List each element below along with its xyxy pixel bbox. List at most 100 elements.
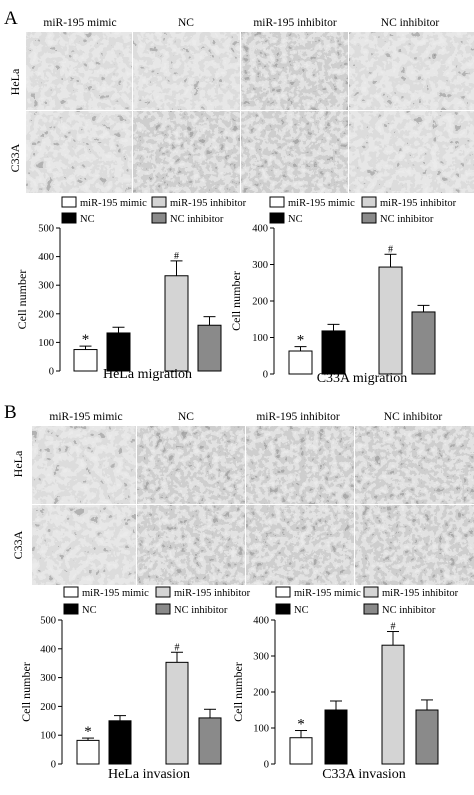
legend-swatch	[361, 212, 377, 224]
legend-swatch	[363, 586, 379, 598]
legend-label: NC	[288, 214, 303, 225]
legend-a-left: miR-195 mimic miR-195 inhibitor NC NC in…	[61, 196, 247, 225]
col-header-nc-inhibitor: NC inhibitor	[381, 17, 440, 29]
micrograph	[137, 505, 245, 585]
significance-mark: *	[297, 717, 305, 733]
legend-swatch	[155, 586, 171, 598]
legend-label: miR-195 mimic	[80, 198, 147, 209]
y-tick-label: 300	[38, 281, 54, 292]
col-header-nc-inhibitor: NC inhibitor	[384, 411, 443, 423]
bar	[108, 720, 132, 765]
legend-swatch	[63, 586, 79, 598]
micrograph	[26, 111, 132, 193]
bar	[164, 275, 189, 372]
legend-swatch	[155, 603, 171, 615]
bar	[76, 739, 100, 765]
legend-label: miR-195 inhibitor	[170, 198, 247, 209]
y-axis-label: Cell number	[229, 271, 243, 331]
y-tick-label: 100	[38, 338, 54, 349]
chart-c33a-migration: 0 100 200 300 400 Cell number * # C33A migration	[229, 224, 436, 386]
row-label-c33a: C33A	[11, 530, 25, 559]
bar	[106, 332, 131, 372]
micrograph	[32, 505, 136, 585]
bar	[198, 717, 222, 765]
micrograph	[241, 32, 348, 110]
micrograph-grid-b	[32, 426, 474, 585]
significance-mark: #	[174, 251, 179, 262]
y-tick-label: 100	[40, 731, 56, 742]
bar	[73, 349, 98, 372]
significance-mark: *	[297, 333, 305, 349]
legend-label: miR-195 mimic	[82, 588, 149, 599]
legend-label: miR-195 mimic	[294, 588, 361, 599]
col-header-nc: NC	[178, 17, 194, 29]
bar	[324, 709, 348, 765]
col-header-nc: NC	[178, 411, 194, 423]
significance-mark: #	[388, 244, 393, 255]
y-tick-label: 100	[252, 333, 268, 344]
y-tick-label: 200	[38, 309, 54, 320]
y-tick-label: 300	[253, 652, 269, 663]
row-label-c33a: C33A	[8, 143, 22, 172]
y-tick-label: 300	[252, 260, 268, 271]
legend-label: NC inhibitor	[382, 605, 436, 616]
chart-hela-migration: 0 100 200 300 400 500 Cell number * # HeLa migrat…	[15, 224, 222, 382]
micrograph	[355, 505, 474, 585]
y-axis-label: Cell number	[19, 662, 33, 722]
legend-b-right: miR-195 mimic miR-195 inhibitor NC NC in…	[275, 586, 459, 616]
legend-label: miR-195 inhibitor	[380, 198, 457, 209]
col-header-mimic: miR-195 mimic	[49, 411, 122, 423]
legend-swatch	[61, 212, 77, 224]
legend-swatch	[63, 603, 79, 615]
x-axis-label: HeLa migration	[103, 367, 192, 382]
col-header-inhibitor: miR-195 inhibitor	[256, 411, 340, 423]
bar	[197, 324, 222, 372]
bar	[165, 661, 189, 765]
panel-label-b: B	[4, 402, 17, 423]
bar	[378, 266, 403, 375]
micrograph	[26, 32, 132, 110]
legend-swatch	[61, 196, 77, 208]
legend-label: NC	[80, 214, 95, 225]
micrograph	[349, 111, 474, 193]
y-tick-label: 200	[252, 297, 268, 308]
y-tick-label: 0	[263, 370, 268, 381]
bar	[321, 330, 346, 375]
legend-label: miR-195 inhibitor	[174, 588, 251, 599]
col-header-mimic: miR-195 mimic	[43, 17, 116, 29]
col-header-inhibitor: miR-195 inhibitor	[253, 17, 337, 29]
micrograph	[133, 32, 240, 110]
legend-label: miR-195 mimic	[288, 198, 355, 209]
significance-mark: #	[391, 622, 396, 633]
legend-swatch	[363, 603, 379, 615]
micrograph	[246, 505, 354, 585]
panel-label-a: A	[4, 8, 18, 29]
bar	[381, 644, 405, 765]
significance-mark: #	[175, 642, 180, 653]
y-tick-label: 0	[264, 760, 269, 771]
micrograph-grid-a	[26, 32, 474, 193]
legend-swatch	[269, 212, 285, 224]
legend-label: NC	[294, 605, 309, 616]
y-tick-label: 400	[253, 616, 269, 627]
micrograph	[137, 426, 245, 504]
x-axis-label: HeLa invasion	[108, 767, 190, 782]
y-tick-label: 200	[253, 688, 269, 699]
legend-label: NC inhibitor	[380, 214, 434, 225]
legend-label: miR-195 inhibitor	[382, 588, 459, 599]
y-tick-label: 500	[38, 224, 54, 235]
significance-mark: *	[82, 332, 90, 348]
bar	[411, 311, 436, 375]
y-tick-label: 200	[40, 702, 56, 713]
bar	[289, 737, 313, 765]
y-tick-label: 0	[51, 760, 56, 771]
chart-c33a-invasion: 0 100 200 300 400 Cell number * # C33A invasion	[231, 616, 439, 782]
y-tick-label: 500	[40, 616, 56, 627]
row-label-hela: HeLa	[11, 450, 25, 477]
legend-swatch	[151, 196, 167, 208]
chart-hela-invasion: 0 100 200 300 400 500 Cell number * # HeLa invasi…	[19, 616, 222, 782]
micrograph	[246, 426, 354, 504]
y-tick-label: 400	[252, 224, 268, 235]
y-tick-label: 400	[38, 252, 54, 263]
